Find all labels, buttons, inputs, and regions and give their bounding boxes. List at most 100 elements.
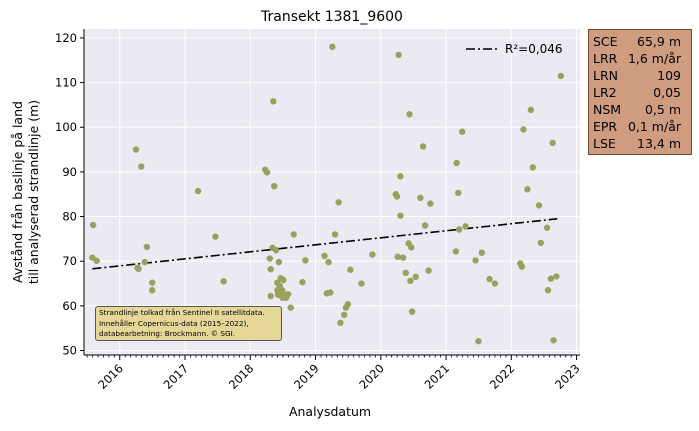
note-line-2: Innehåller Copernicus-data (2015–2022), — [99, 318, 249, 328]
data-point — [132, 146, 140, 153]
data-point — [455, 226, 463, 233]
data-point — [412, 273, 419, 281]
data-point — [270, 98, 277, 105]
data-point — [337, 319, 344, 327]
data-point — [520, 126, 527, 133]
data-point — [271, 182, 278, 190]
data-point — [537, 239, 545, 247]
y-tick-label: 90 — [62, 165, 77, 179]
stat-key: SCE — [593, 34, 618, 49]
data-source-note: Strandlinje tolkad från Sentinel II sate… — [95, 306, 282, 341]
x-tick-label: 2018 — [226, 361, 257, 392]
data-point — [399, 254, 407, 261]
data-point — [347, 266, 354, 273]
y-tick-label: 100 — [55, 120, 77, 134]
stat-row-nsm: NSM 0,5 m — [593, 101, 687, 118]
x-tick-label: 2020 — [356, 361, 387, 392]
data-point — [535, 202, 543, 209]
data-point — [149, 287, 156, 294]
data-point — [397, 212, 404, 219]
statistics-box: SCE 65,9 m LRR 1,6 m/år LRN 109 LR2 0,05 NSM 0,5 … — [588, 29, 692, 155]
legend-entry-r2: R²=0,046 — [505, 42, 563, 56]
data-point — [478, 249, 486, 256]
x-tick-label: 2019 — [291, 361, 322, 392]
note-line-1: Strandlinje tolkad från Sentinel II sate… — [99, 308, 265, 317]
data-point — [331, 231, 339, 238]
data-point — [321, 252, 328, 260]
data-point — [266, 255, 273, 262]
data-point — [340, 311, 348, 319]
x-tick-label: 2016 — [95, 361, 126, 392]
stat-key: EPR — [593, 119, 618, 134]
data-point — [419, 143, 427, 150]
data-point — [407, 277, 414, 285]
data-point — [452, 248, 460, 255]
x-tick-label: 2022 — [487, 361, 518, 392]
data-point — [417, 194, 424, 202]
data-point — [402, 269, 409, 277]
data-point — [406, 111, 413, 118]
data-point — [335, 199, 342, 206]
stat-key: LSE — [593, 136, 616, 151]
note-line-3: databearbetning: Brockmann. © SGI. — [99, 329, 236, 338]
data-point — [134, 264, 141, 272]
x-tick-label: 2021 — [422, 361, 453, 392]
data-point — [93, 257, 100, 264]
data-point — [344, 300, 352, 308]
data-point — [550, 337, 557, 344]
data-point — [149, 279, 156, 286]
data-point — [393, 193, 401, 200]
data-point — [547, 275, 555, 282]
y-tick-label: 120 — [55, 31, 77, 45]
data-point — [287, 304, 294, 311]
data-point — [553, 273, 560, 280]
data-point — [272, 246, 280, 254]
x-axis-label: Analysdatum — [289, 404, 371, 419]
y-axis-label-line-2: till analyserad strandlinje (m) — [26, 100, 41, 284]
data-point — [453, 159, 460, 167]
plot-background — [84, 29, 580, 355]
trend-line — [92, 217, 558, 270]
data-point — [284, 291, 292, 298]
data-point — [524, 186, 531, 193]
data-point — [263, 169, 271, 176]
x-tick-label: 2017 — [161, 361, 192, 392]
data-point — [220, 278, 227, 285]
data-point — [408, 308, 416, 315]
data-point — [462, 223, 469, 230]
stat-key: NSM — [593, 102, 622, 117]
data-point — [395, 51, 402, 59]
data-point — [425, 267, 432, 274]
legend: R²=0,046 — [466, 42, 563, 56]
data-point — [329, 43, 336, 51]
y-tick-label: 70 — [62, 254, 77, 268]
data-point — [427, 200, 434, 207]
stat-key: LRN — [593, 68, 618, 83]
data-point — [327, 289, 334, 296]
stat-value: 0,1 m/år — [627, 119, 681, 134]
stat-value: 65,9 m — [637, 34, 681, 49]
data-point — [527, 106, 535, 114]
data-point — [325, 258, 332, 266]
data-point — [280, 276, 287, 284]
stat-row-sce: SCE 65,9 m — [593, 33, 687, 50]
data-point — [138, 163, 145, 170]
stat-key: LR2 — [593, 85, 617, 100]
stat-row-lse: LSE 13,4 m — [593, 135, 687, 152]
data-point — [194, 187, 202, 195]
stat-key: LRR — [593, 51, 618, 66]
y-tick-label: 50 — [62, 344, 77, 358]
data-point — [408, 244, 415, 251]
data-point — [141, 258, 148, 266]
data-points — [89, 43, 565, 345]
data-point — [544, 287, 552, 294]
data-point — [518, 263, 526, 270]
data-point — [472, 257, 479, 264]
data-point — [358, 280, 365, 287]
stat-row-lr2: LR2 0,05 — [593, 84, 687, 101]
y-axis-label-line-1: Avstånd från baslinje på land — [10, 101, 25, 283]
data-point — [143, 243, 151, 251]
y-tick-label: 80 — [62, 210, 77, 224]
trend-line-group — [92, 217, 558, 270]
